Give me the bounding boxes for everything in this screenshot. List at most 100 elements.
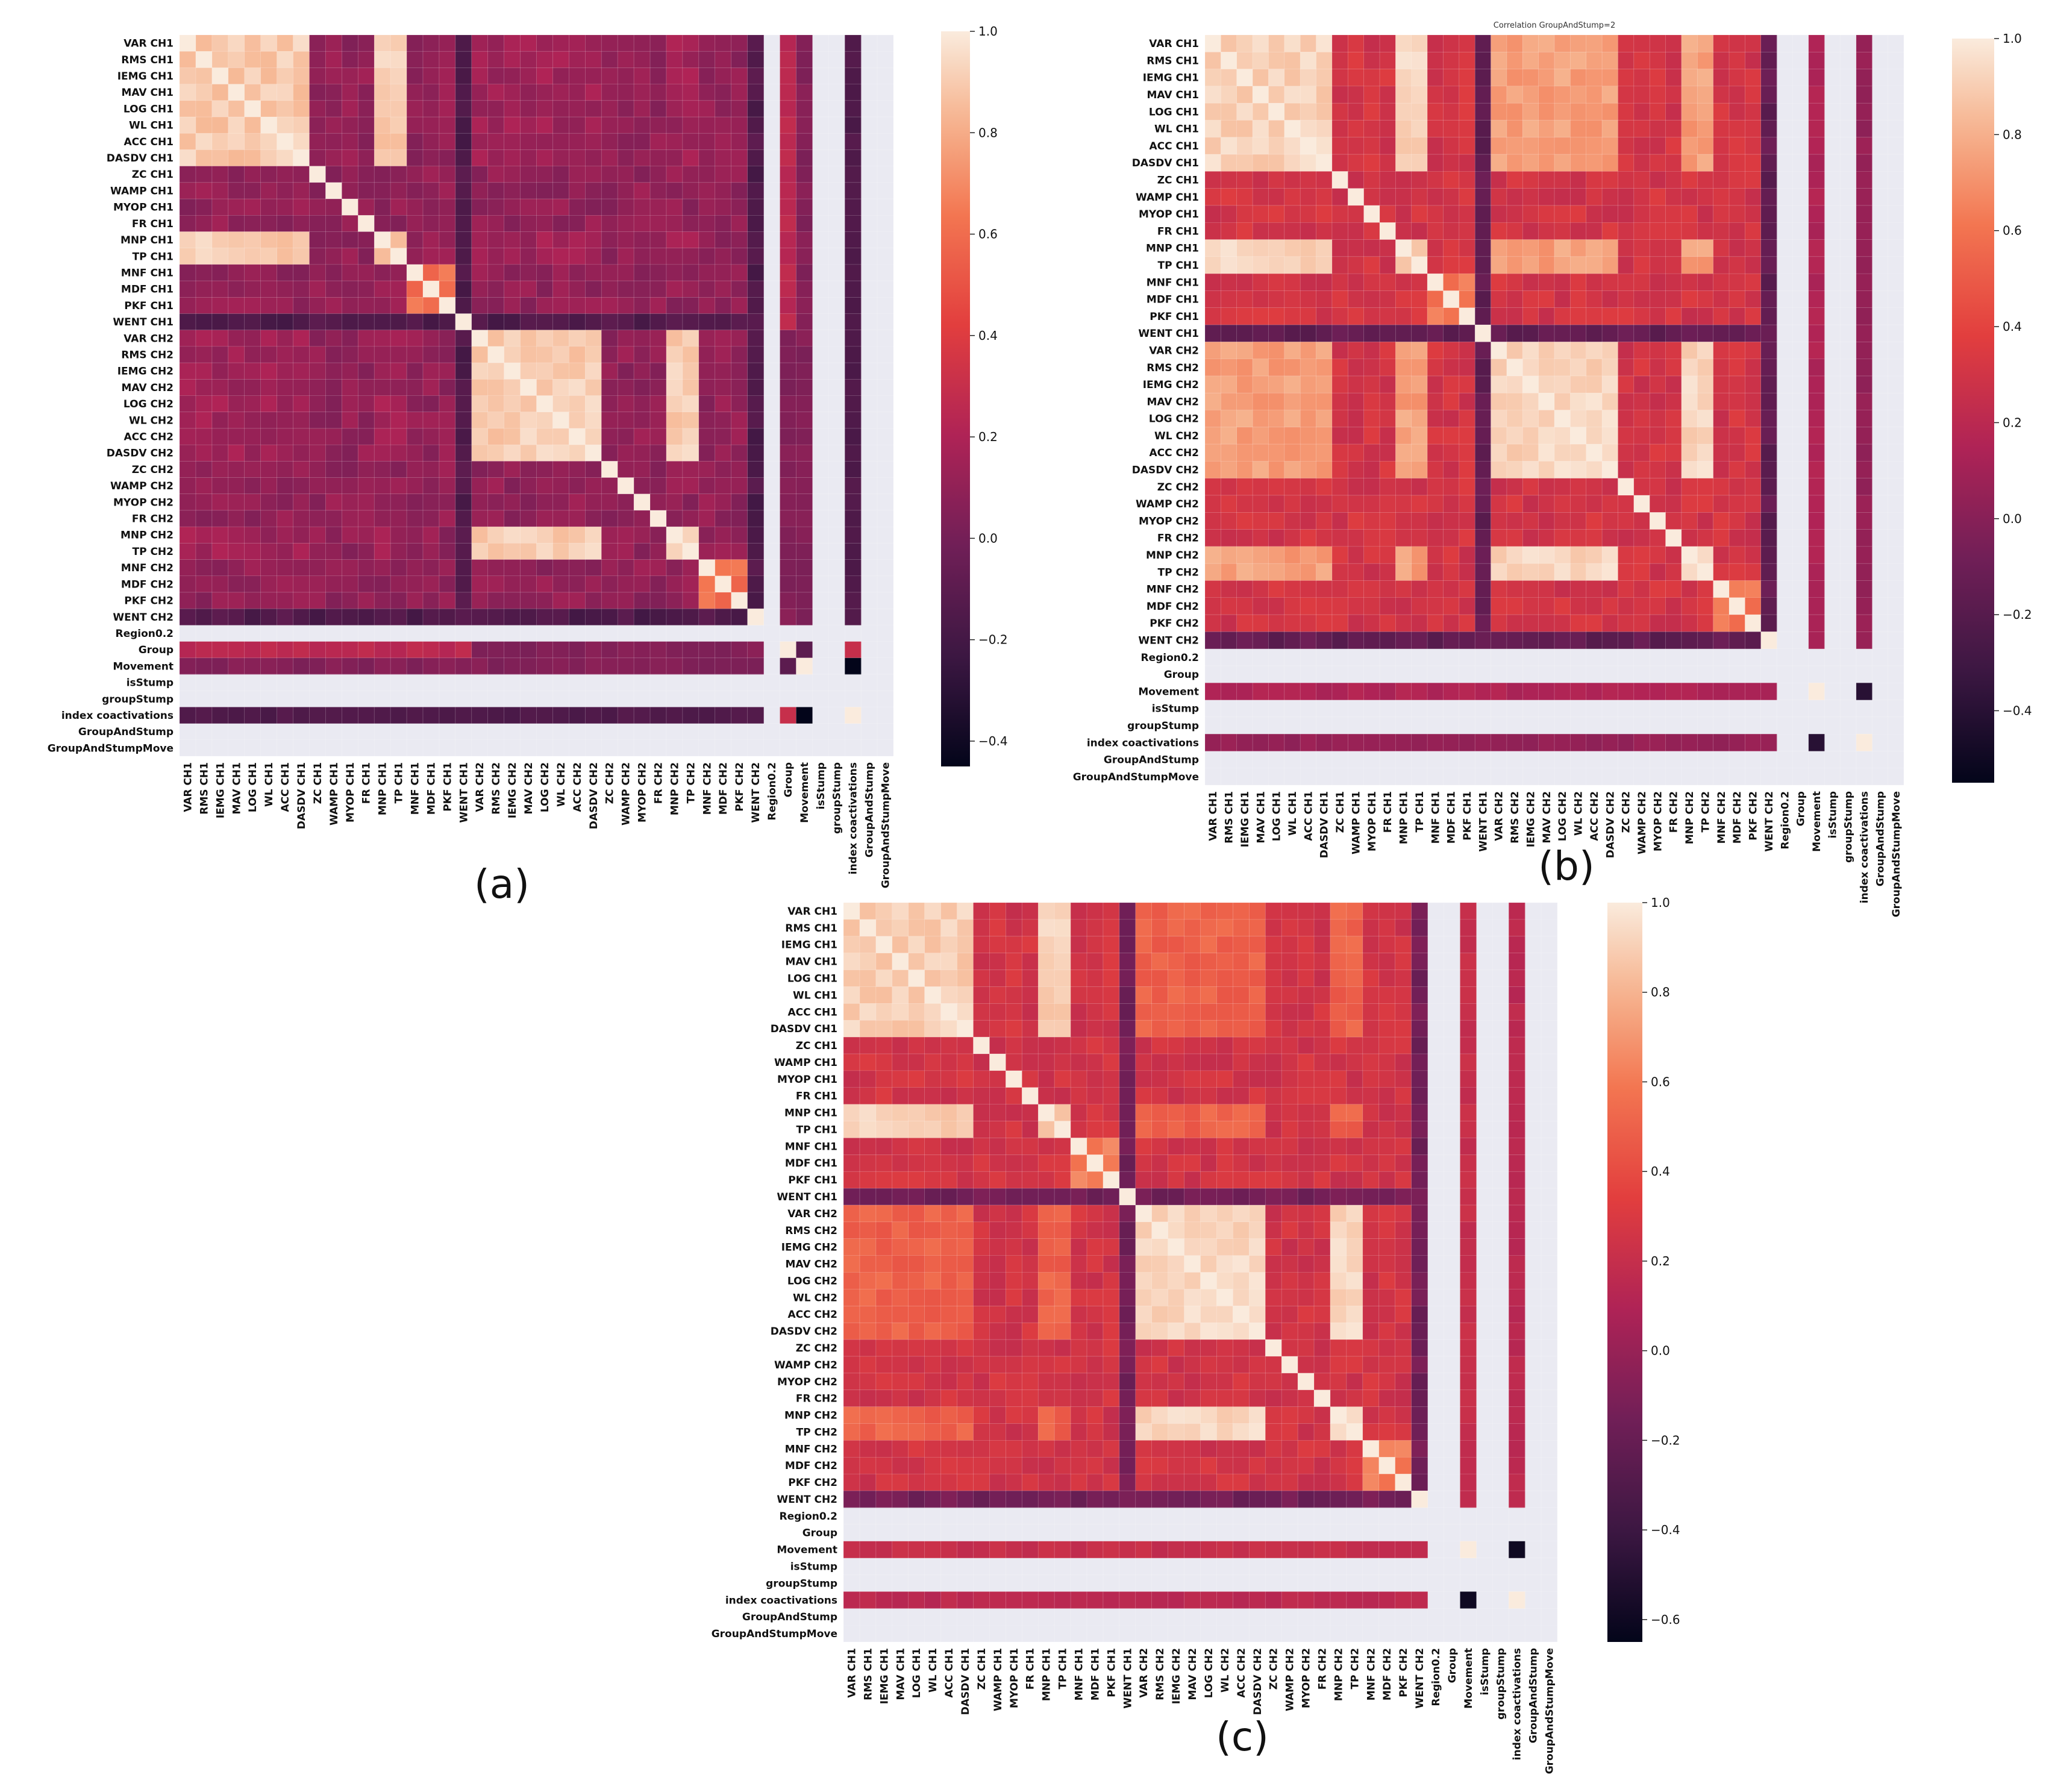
heatmap-cell	[843, 1440, 860, 1458]
heatmap-cell	[309, 51, 326, 68]
heatmap-cell	[1538, 274, 1555, 291]
heatmap-cell	[1236, 444, 1253, 462]
heatmap-cell	[309, 231, 326, 249]
heatmap-cell	[1086, 1255, 1104, 1273]
heatmap-cell	[569, 100, 586, 117]
heatmap-cell	[1443, 205, 1460, 223]
column-tick-label: ACC CH1	[1303, 791, 1315, 841]
heatmap-cell	[1395, 919, 1412, 937]
heatmap-cell	[1071, 1138, 1087, 1155]
heatmap-cell	[1298, 1121, 1315, 1138]
heatmap-cell	[244, 346, 261, 363]
heatmap-cell	[634, 609, 651, 625]
heatmap-cell	[1346, 1457, 1363, 1474]
column-tick-label: MDF CH1	[1089, 1648, 1101, 1700]
heatmap-cell	[1633, 683, 1650, 700]
heatmap-cell	[908, 1457, 925, 1474]
heatmap-cell	[682, 707, 699, 724]
heatmap-cell	[1380, 563, 1396, 581]
heatmap-cell	[1236, 427, 1253, 445]
heatmap-cell	[407, 428, 424, 445]
heatmap-cell	[1348, 188, 1365, 206]
column-tick-label: WL CH2	[555, 762, 568, 807]
heatmap-cell	[1184, 1171, 1201, 1189]
row-tick-label: RMS CH1	[1147, 55, 1199, 67]
heatmap-cell	[601, 395, 618, 413]
heatmap-cell	[1602, 154, 1618, 172]
heatmap-cell	[1054, 953, 1071, 970]
row-tick-label: MDF CH2	[785, 1460, 837, 1472]
heatmap-cell	[1135, 1104, 1153, 1121]
heatmap-cell	[601, 592, 618, 609]
heatmap-cell	[731, 493, 748, 511]
heatmap-cell	[455, 297, 472, 314]
heatmap-cell	[1729, 512, 1745, 530]
heatmap-cell	[1265, 1154, 1282, 1172]
heatmap-cell	[585, 199, 602, 216]
heatmap-cell	[1216, 1053, 1233, 1071]
heatmap-cell	[1205, 171, 1221, 189]
heatmap-cell	[1346, 953, 1363, 970]
heatmap-cell	[1665, 580, 1682, 598]
heatmap-cell	[957, 1138, 974, 1155]
heatmap-cell	[1460, 1037, 1477, 1054]
heatmap-cell	[1168, 1406, 1184, 1424]
row-tick-label: WAMP CH2	[1136, 498, 1199, 510]
heatmap-cell	[1022, 1020, 1039, 1038]
heatmap-cell	[358, 264, 375, 281]
heatmap-cell	[1460, 1491, 1477, 1508]
heatmap-cell	[973, 1389, 990, 1407]
heatmap-cell	[407, 84, 424, 101]
heatmap-cell	[228, 609, 245, 625]
heatmap-cell	[601, 264, 618, 281]
heatmap-cell	[407, 117, 424, 134]
heatmap-cell	[1268, 205, 1285, 223]
heatmap-cell	[1281, 1188, 1298, 1206]
heatmap-cell	[195, 297, 213, 314]
heatmap-cell	[666, 117, 683, 134]
heatmap-cell	[1395, 1423, 1412, 1441]
heatmap-cell	[1300, 512, 1316, 530]
heatmap-cell	[1300, 375, 1316, 393]
heatmap-cell	[634, 35, 651, 52]
heatmap-cell	[892, 1323, 909, 1340]
heatmap-cell	[780, 575, 796, 593]
heatmap-cell	[1602, 188, 1618, 206]
column-tick-label: MAV CH2	[1541, 791, 1553, 844]
heatmap-cell	[1586, 495, 1603, 513]
heatmap-cell	[1808, 35, 1825, 52]
heatmap-cell	[892, 1138, 909, 1155]
heatmap-cell	[1265, 1306, 1282, 1323]
heatmap-cell	[1119, 1306, 1136, 1323]
heatmap-cell	[1856, 205, 1872, 223]
heatmap-cell	[195, 346, 213, 363]
heatmap-cell	[1808, 359, 1825, 377]
heatmap-cell	[1459, 222, 1475, 240]
heatmap-cell	[1103, 953, 1120, 970]
heatmap-cell	[1205, 461, 1221, 479]
heatmap-cell	[875, 1255, 893, 1273]
heatmap-cell	[1395, 1121, 1412, 1138]
heatmap-cell	[780, 297, 796, 314]
heatmap-cell	[1602, 393, 1618, 410]
heatmap-cell	[1216, 1591, 1233, 1609]
heatmap-cell	[1038, 986, 1055, 1004]
heatmap-cell	[1602, 495, 1618, 513]
heatmap-cell	[1681, 222, 1698, 240]
heatmap-cell	[1362, 1104, 1380, 1121]
heatmap-cell	[1681, 546, 1698, 564]
heatmap-cell	[1602, 478, 1618, 496]
heatmap-cell	[1348, 205, 1365, 223]
column-tick-label: WENT CH2	[1414, 1648, 1426, 1709]
heatmap-cell	[1618, 427, 1635, 445]
heatmap-cell	[390, 297, 407, 314]
heatmap-cell	[1378, 1356, 1396, 1374]
heatmap-cell	[1071, 936, 1087, 954]
heatmap-cell	[1633, 274, 1650, 291]
heatmap-cell	[1168, 1087, 1184, 1105]
heatmap-cell	[1253, 171, 1269, 189]
heatmap-cell	[439, 199, 456, 216]
heatmap-cell	[1713, 188, 1730, 206]
heatmap-cell	[1314, 1255, 1331, 1273]
heatmap-cell	[1284, 512, 1301, 530]
